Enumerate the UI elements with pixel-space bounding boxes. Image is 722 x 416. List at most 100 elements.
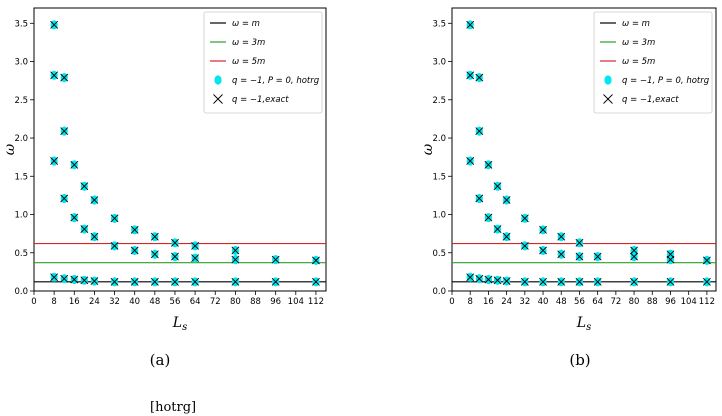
x-axis-label: Ls (576, 315, 591, 333)
data-point-exact (80, 225, 89, 233)
data-point-exact (70, 213, 79, 222)
data-point-exact (593, 277, 602, 286)
data-point-exact (90, 196, 99, 204)
y-tick-label: 3.5 (432, 19, 446, 29)
data-point-exact (466, 20, 475, 29)
data-point-exact (557, 277, 566, 286)
data-point-exact (702, 256, 711, 265)
y-tick-label: 0.5 (14, 249, 28, 259)
data-point-exact (70, 160, 79, 169)
x-tick-label: 48 (149, 297, 160, 307)
data-point-exact (130, 277, 139, 286)
legend-label: q = −1,exact (622, 95, 679, 105)
legend-label: ω = 3m (232, 38, 265, 48)
x-tick-label: 40 (129, 297, 140, 307)
x-tick-label: 88 (250, 297, 261, 307)
legend-label: ω = 5m (622, 57, 655, 67)
x-tick-label: 88 (647, 297, 658, 307)
x-tick-label: 24 (501, 297, 512, 307)
y-tick-label: 0.0 (432, 287, 446, 297)
data-point-exact (231, 277, 240, 286)
y-tick-label: 1.0 (14, 211, 28, 221)
x-tick-label: 80 (230, 297, 241, 307)
y-axis-label: ω (420, 143, 436, 155)
data-point-exact (484, 160, 493, 169)
x-tick-label: 16 (69, 297, 80, 307)
legend-label: q = −1, P = 0, hotrg (622, 76, 710, 86)
data-point-exact (630, 252, 638, 261)
legend-label: ω = 3m (622, 38, 655, 48)
data-point-exact (80, 276, 89, 285)
plot-frame (451, 7, 717, 292)
y-tick-label: 1.5 (14, 172, 28, 182)
data-point-exact (150, 250, 159, 259)
legend-label: ω = m (232, 19, 260, 29)
data-point-exact (666, 277, 675, 286)
data-point-exact (493, 225, 502, 233)
data-point-exact (130, 225, 139, 234)
data-point-exact (50, 20, 59, 29)
x-tick-label: 56 (574, 297, 585, 307)
data-point-exact (475, 274, 484, 283)
data-point-exact (466, 157, 475, 165)
panel-caption: (a) (150, 351, 171, 369)
data-point-exact (150, 277, 159, 286)
data-point-exact (231, 246, 240, 255)
legend-label: q = −1, P = 0, hotrg (232, 76, 320, 86)
y-tick-label: 3.0 (432, 58, 446, 68)
data-point-exact (484, 275, 493, 284)
plot-frame (33, 7, 327, 292)
data-point-exact (484, 213, 493, 222)
y-axis-label: ω (2, 143, 18, 155)
x-tick-label: 64 (592, 297, 603, 307)
data-point-exact (191, 277, 200, 286)
chart-panel-b: 0 8 16 24 32 40 48 56 64 72 80 88 96 104 112 0.0 0.5 1.0 1… (420, 7, 717, 369)
x-tick-label: 96 (665, 297, 676, 307)
data-point-exact (475, 127, 484, 136)
data-point-exact (593, 252, 602, 261)
legend-label: ω = m (622, 19, 650, 29)
data-point-exact (110, 277, 119, 286)
data-point-exact (312, 256, 320, 265)
data-point-exact (70, 275, 79, 284)
y-tick-label: 3.5 (14, 19, 28, 29)
data-point-exact (50, 157, 59, 165)
data-point-exact (575, 252, 584, 261)
data-point-exact (666, 255, 675, 264)
legend-label: ω = 5m (232, 57, 265, 67)
data-point-exact (171, 252, 179, 261)
data-point-exact (191, 254, 200, 263)
data-point-exact (557, 250, 566, 259)
chart-panel-a: 0 8 16 24 32 40 48 56 64 72 80 88 96 104 112 0.0 0.5 1.0 1… (2, 7, 327, 369)
x-tick-label: 8 (467, 297, 472, 307)
data-point-exact (575, 238, 584, 247)
x-tick-label: 64 (190, 297, 201, 307)
data-point-exact (271, 277, 280, 286)
data-point-exact (702, 277, 711, 286)
data-point-exact (150, 232, 159, 241)
x-tick-label: 104 (288, 297, 304, 307)
data-point-exact (231, 255, 240, 264)
data-point-exact (520, 214, 529, 223)
y-tick-label: 3.0 (14, 58, 28, 68)
legend-swatch (214, 75, 222, 85)
legend: ω = m ω = 3m ω = 5m q = −1, P = 0, hotrg q =… (203, 11, 323, 114)
x-tick-label: 24 (89, 297, 100, 307)
data-point-exact (171, 277, 179, 286)
x-tick-label: 96 (270, 297, 281, 307)
data-point-exact (493, 276, 502, 285)
data-point-exact (312, 277, 320, 286)
x-tick-label: 56 (170, 297, 181, 307)
data-point-exact (493, 182, 502, 191)
data-point-exact (80, 182, 89, 191)
legend-box (203, 11, 323, 114)
x-tick-label: 8 (51, 297, 56, 307)
data-point-exact (475, 73, 484, 82)
data-point-exact (60, 73, 69, 82)
data-point-exact (271, 255, 280, 264)
x-tick-label: 112 (699, 297, 715, 307)
x-tick-label: 112 (308, 297, 324, 307)
data-point-exact (60, 127, 69, 136)
data-point-exact (110, 241, 119, 250)
data-point-exact (475, 194, 484, 203)
